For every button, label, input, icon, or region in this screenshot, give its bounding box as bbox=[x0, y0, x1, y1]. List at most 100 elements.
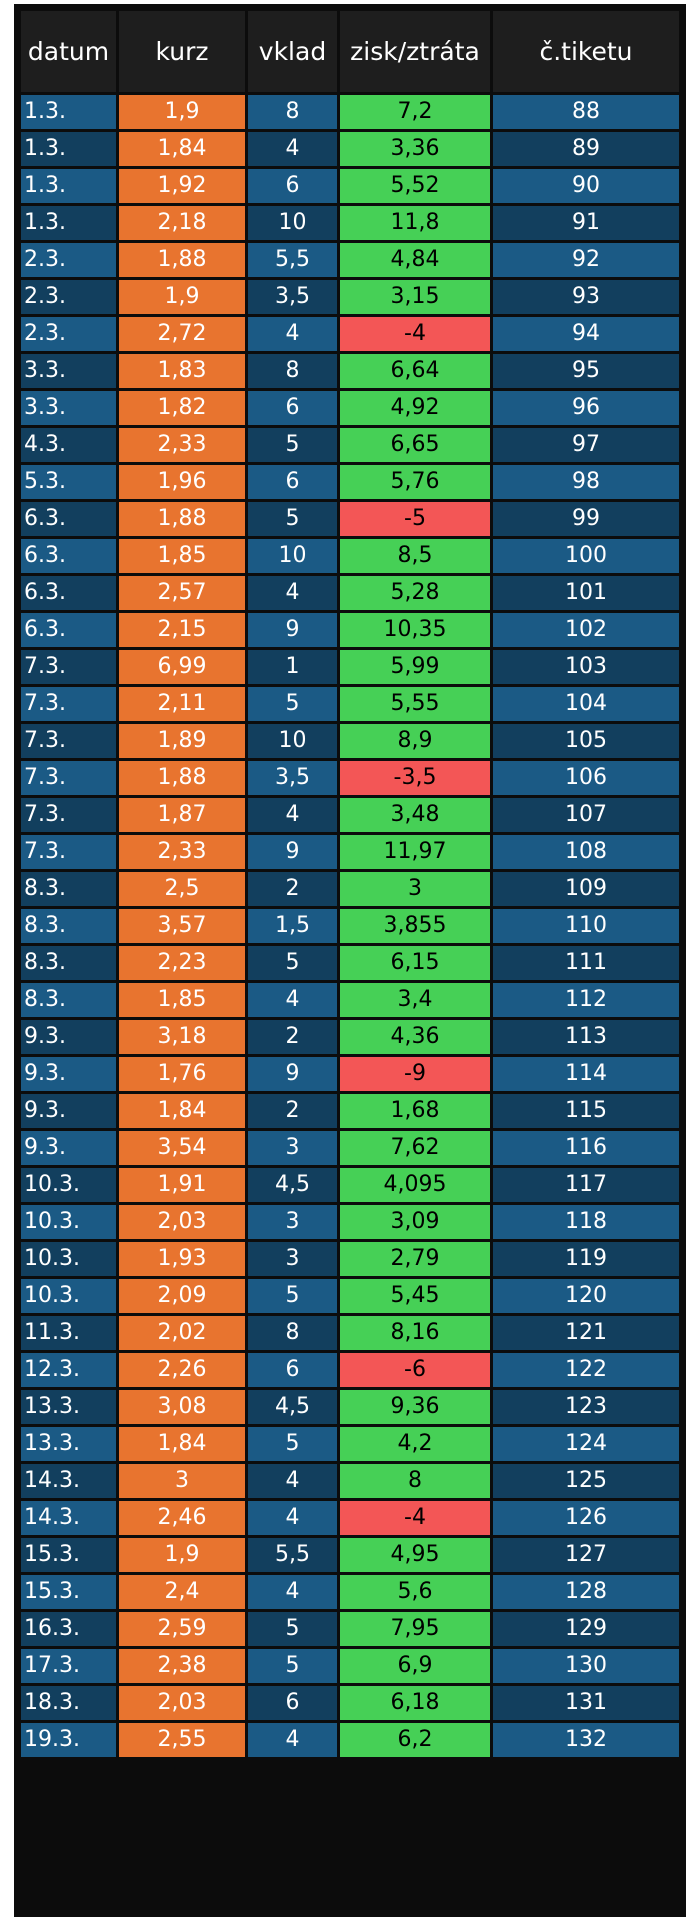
cell-vklad: 4 bbox=[248, 576, 337, 610]
table-row: 3.3. 1,83 8 6,64 95 bbox=[21, 354, 679, 388]
cell-kurz: 1,88 bbox=[119, 502, 245, 536]
cell-zisk-ztrata: 7,95 bbox=[340, 1612, 490, 1646]
cell-zisk-ztrata: 5,55 bbox=[340, 687, 490, 721]
cell-vklad: 5 bbox=[248, 1612, 337, 1646]
cell-kurz: 1,89 bbox=[119, 724, 245, 758]
cell-kurz: 3,08 bbox=[119, 1390, 245, 1424]
table-row: 16.3. 2,59 5 7,95 129 bbox=[21, 1612, 679, 1646]
table-row: 12.3. 2,26 6 -6 122 bbox=[21, 1353, 679, 1387]
table-row: 5.3. 1,96 6 5,76 98 bbox=[21, 465, 679, 499]
cell-datum: 1.3. bbox=[21, 95, 116, 129]
cell-cislo-tiketu: 117 bbox=[493, 1168, 679, 1202]
table-body: 1.3. 1,9 8 7,2 88 1.3. 1,84 4 3,36 89 1.3. 1,92 6 5,5… bbox=[21, 95, 679, 1757]
cell-datum: 2.3. bbox=[21, 317, 116, 351]
cell-vklad: 5 bbox=[248, 502, 337, 536]
cell-kurz: 2,5 bbox=[119, 872, 245, 906]
cell-cislo-tiketu: 112 bbox=[493, 983, 679, 1017]
table-row: 4.3. 2,33 5 6,65 97 bbox=[21, 428, 679, 462]
cell-cislo-tiketu: 129 bbox=[493, 1612, 679, 1646]
cell-cislo-tiketu: 119 bbox=[493, 1242, 679, 1276]
cell-zisk-ztrata: 7,2 bbox=[340, 95, 490, 129]
cell-zisk-ztrata: 6,15 bbox=[340, 946, 490, 980]
cell-vklad: 2 bbox=[248, 872, 337, 906]
cell-zisk-ztrata: 3,4 bbox=[340, 983, 490, 1017]
cell-vklad: 6 bbox=[248, 169, 337, 203]
cell-kurz: 2,18 bbox=[119, 206, 245, 240]
cell-datum: 19.3. bbox=[21, 1723, 116, 1757]
cell-kurz: 1,84 bbox=[119, 1094, 245, 1128]
cell-zisk-ztrata: 6,18 bbox=[340, 1686, 490, 1720]
cell-vklad: 4 bbox=[248, 1501, 337, 1535]
table-row: 7.3. 2,33 9 11,97 108 bbox=[21, 835, 679, 869]
table-row: 11.3. 2,02 8 8,16 121 bbox=[21, 1316, 679, 1350]
cell-datum: 7.3. bbox=[21, 724, 116, 758]
table-row: 10.3. 1,91 4,5 4,095 117 bbox=[21, 1168, 679, 1202]
cell-cislo-tiketu: 91 bbox=[493, 206, 679, 240]
cell-cislo-tiketu: 121 bbox=[493, 1316, 679, 1350]
cell-vklad: 4 bbox=[248, 1723, 337, 1757]
cell-kurz: 3,57 bbox=[119, 909, 245, 943]
cell-zisk-ztrata: 4,84 bbox=[340, 243, 490, 277]
header-cislo-tiketu: č.tiketu bbox=[493, 11, 679, 92]
cell-zisk-ztrata: 5,45 bbox=[340, 1279, 490, 1313]
cell-cislo-tiketu: 99 bbox=[493, 502, 679, 536]
cell-datum: 7.3. bbox=[21, 798, 116, 832]
cell-kurz: 1,76 bbox=[119, 1057, 245, 1091]
cell-vklad: 3 bbox=[248, 1205, 337, 1239]
cell-datum: 10.3. bbox=[21, 1168, 116, 1202]
cell-zisk-ztrata: 3,36 bbox=[340, 132, 490, 166]
table-row: 1.3. 1,84 4 3,36 89 bbox=[21, 132, 679, 166]
cell-kurz: 1,84 bbox=[119, 132, 245, 166]
table-row: 15.3. 2,4 4 5,6 128 bbox=[21, 1575, 679, 1609]
cell-cislo-tiketu: 89 bbox=[493, 132, 679, 166]
table-row: 1.3. 1,92 6 5,52 90 bbox=[21, 169, 679, 203]
cell-zisk-ztrata: -4 bbox=[340, 1501, 490, 1535]
cell-kurz: 1,92 bbox=[119, 169, 245, 203]
cell-vklad: 8 bbox=[248, 354, 337, 388]
cell-vklad: 3 bbox=[248, 1242, 337, 1276]
cell-kurz: 2,09 bbox=[119, 1279, 245, 1313]
cell-cislo-tiketu: 105 bbox=[493, 724, 679, 758]
cell-zisk-ztrata: 8,9 bbox=[340, 724, 490, 758]
cell-zisk-ztrata: 8 bbox=[340, 1464, 490, 1498]
table-row: 19.3. 2,55 4 6,2 132 bbox=[21, 1723, 679, 1757]
table-row: 2.3. 2,72 4 -4 94 bbox=[21, 317, 679, 351]
cell-kurz: 1,84 bbox=[119, 1427, 245, 1461]
cell-vklad: 4 bbox=[248, 1464, 337, 1498]
cell-cislo-tiketu: 94 bbox=[493, 317, 679, 351]
cell-cislo-tiketu: 97 bbox=[493, 428, 679, 462]
cell-cislo-tiketu: 124 bbox=[493, 1427, 679, 1461]
cell-cislo-tiketu: 130 bbox=[493, 1649, 679, 1683]
bets-table-frame: datum kurz vklad zisk/ztráta č.tiketu 1.… bbox=[14, 4, 686, 1917]
table-row: 7.3. 6,99 1 5,99 103 bbox=[21, 650, 679, 684]
cell-datum: 15.3. bbox=[21, 1575, 116, 1609]
table-row: 9.3. 3,18 2 4,36 113 bbox=[21, 1020, 679, 1054]
cell-cislo-tiketu: 101 bbox=[493, 576, 679, 610]
cell-datum: 1.3. bbox=[21, 169, 116, 203]
cell-datum: 8.3. bbox=[21, 983, 116, 1017]
cell-kurz: 1,93 bbox=[119, 1242, 245, 1276]
table-row: 3.3. 1,82 6 4,92 96 bbox=[21, 391, 679, 425]
cell-vklad: 10 bbox=[248, 539, 337, 573]
cell-cislo-tiketu: 103 bbox=[493, 650, 679, 684]
cell-kurz: 2,15 bbox=[119, 613, 245, 647]
cell-cislo-tiketu: 100 bbox=[493, 539, 679, 573]
cell-cislo-tiketu: 131 bbox=[493, 1686, 679, 1720]
cell-zisk-ztrata: 4,2 bbox=[340, 1427, 490, 1461]
cell-cislo-tiketu: 109 bbox=[493, 872, 679, 906]
cell-vklad: 4,5 bbox=[248, 1168, 337, 1202]
cell-zisk-ztrata: 8,16 bbox=[340, 1316, 490, 1350]
cell-vklad: 4,5 bbox=[248, 1390, 337, 1424]
cell-zisk-ztrata: 4,095 bbox=[340, 1168, 490, 1202]
table-row: 10.3. 2,09 5 5,45 120 bbox=[21, 1279, 679, 1313]
table-row: 15.3. 1,9 5,5 4,95 127 bbox=[21, 1538, 679, 1572]
cell-datum: 18.3. bbox=[21, 1686, 116, 1720]
cell-datum: 10.3. bbox=[21, 1205, 116, 1239]
cell-kurz: 3 bbox=[119, 1464, 245, 1498]
cell-kurz: 1,9 bbox=[119, 95, 245, 129]
cell-cislo-tiketu: 98 bbox=[493, 465, 679, 499]
table-row: 10.3. 2,03 3 3,09 118 bbox=[21, 1205, 679, 1239]
table-row: 18.3. 2,03 6 6,18 131 bbox=[21, 1686, 679, 1720]
cell-datum: 6.3. bbox=[21, 613, 116, 647]
cell-kurz: 2,03 bbox=[119, 1205, 245, 1239]
